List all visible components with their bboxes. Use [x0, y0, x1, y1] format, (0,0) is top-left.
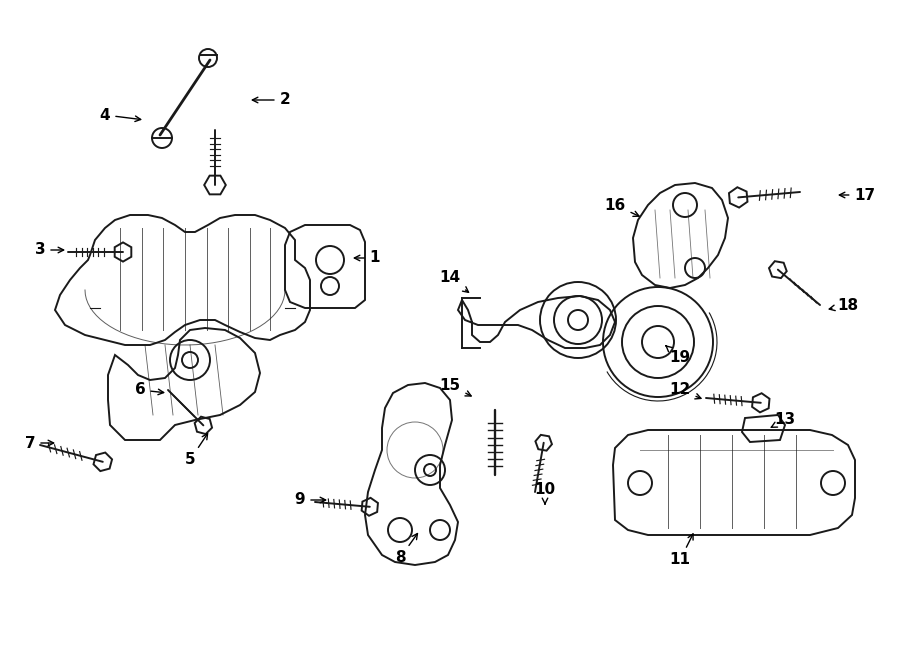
Text: 13: 13 [771, 412, 796, 428]
Text: 5: 5 [184, 434, 208, 467]
Text: 18: 18 [829, 297, 859, 312]
Text: 12: 12 [670, 383, 701, 399]
Text: 3: 3 [35, 242, 64, 258]
Text: 19: 19 [666, 346, 690, 365]
Text: 8: 8 [395, 534, 418, 565]
Text: 17: 17 [840, 187, 876, 203]
Text: 16: 16 [605, 197, 639, 216]
Text: 1: 1 [355, 250, 380, 265]
Text: 4: 4 [100, 107, 140, 122]
Text: 10: 10 [535, 483, 555, 504]
Text: 6: 6 [135, 383, 164, 397]
Text: 2: 2 [252, 93, 291, 107]
Text: 11: 11 [670, 534, 693, 567]
Text: 14: 14 [439, 271, 469, 293]
Text: 9: 9 [294, 493, 326, 508]
Text: 7: 7 [24, 436, 54, 451]
Text: 15: 15 [439, 377, 472, 396]
